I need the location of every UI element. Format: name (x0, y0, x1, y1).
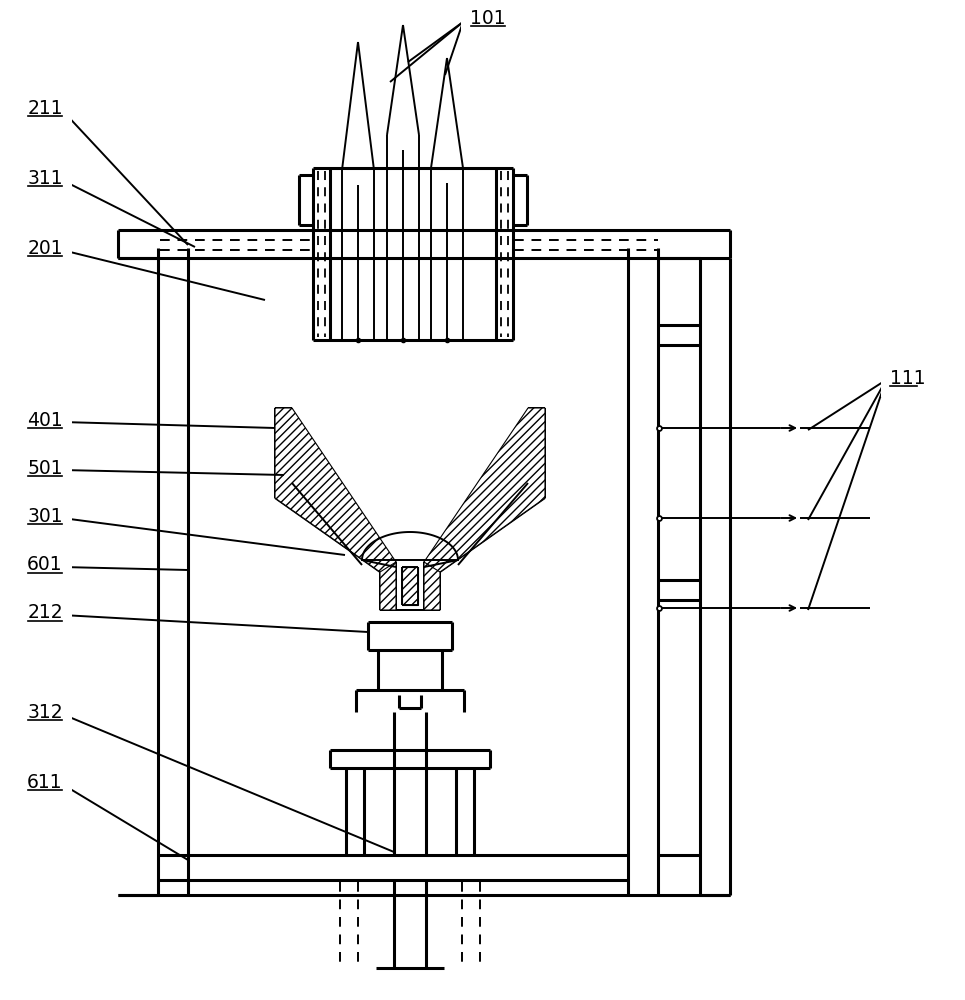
Text: 211: 211 (27, 99, 63, 117)
Polygon shape (275, 408, 396, 610)
Text: 501: 501 (27, 458, 63, 478)
Polygon shape (424, 408, 545, 610)
Text: 301: 301 (27, 506, 63, 526)
Text: 201: 201 (27, 238, 63, 257)
Text: 601: 601 (27, 556, 63, 574)
Text: 111: 111 (890, 368, 925, 387)
Text: 401: 401 (27, 410, 63, 430)
Text: 101: 101 (470, 8, 506, 27)
Polygon shape (424, 562, 440, 610)
Bar (402, 567, 418, 605)
Text: 611: 611 (27, 772, 63, 792)
Text: 212: 212 (27, 603, 63, 622)
Text: 311: 311 (27, 168, 63, 188)
Polygon shape (380, 562, 396, 610)
Text: 312: 312 (27, 702, 63, 722)
